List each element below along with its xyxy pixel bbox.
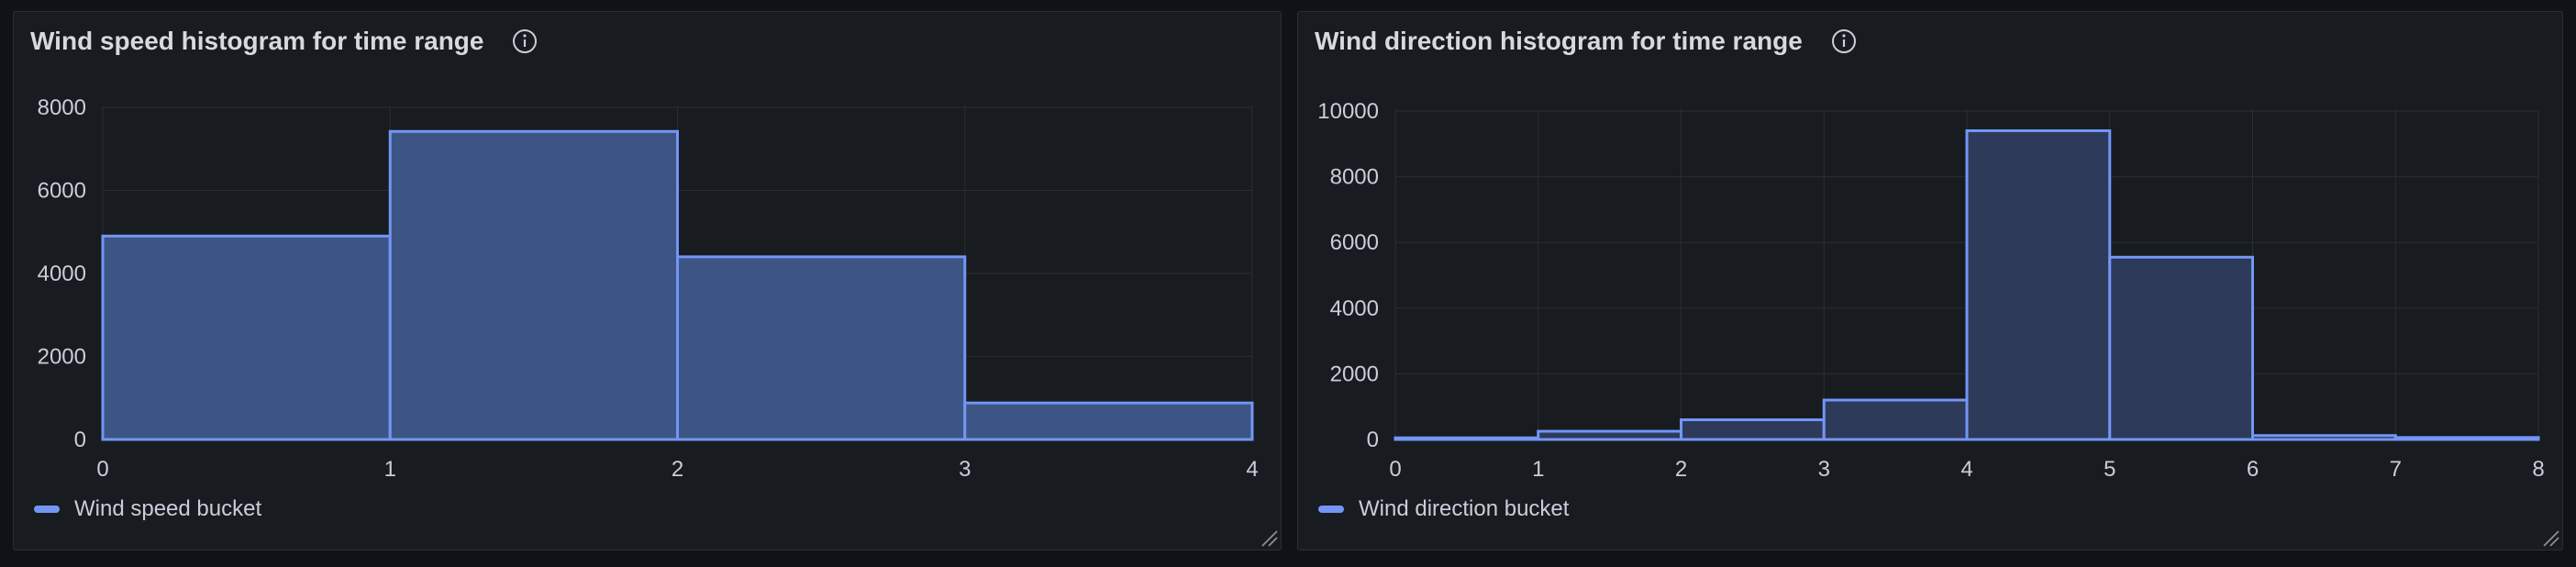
y-tick-label: 2000: [38, 345, 86, 370]
panel-title[interactable]: Wind speed histogram for time range: [30, 27, 484, 55]
panel-header: Wind speed histogram for time range: [30, 25, 539, 58]
x-tick-label: 3: [959, 457, 971, 482]
histogram-bar: [2393, 436, 2540, 441]
histogram-bars: [1393, 128, 2540, 441]
wind-speed-panel: Wind speed histogram for time range 0 200…: [13, 11, 1282, 550]
y-tick-label: 0: [1367, 428, 1379, 452]
histogram-bar: [388, 129, 679, 441]
wind-speed-histogram-chart[interactable]: 0 2000 4000 6000 8000 0 1 2 3 4: [14, 12, 1282, 551]
histogram-bar: [2108, 255, 2254, 441]
wind-direction-histogram-chart[interactable]: 0 2000 4000 6000 8000 10000 0 1 2 3 4 5 6 7 8: [1298, 12, 2564, 551]
panel-title[interactable]: Wind direction histogram for time range: [1315, 27, 1803, 55]
y-tick-label: 8000: [38, 95, 86, 120]
x-axis: 0 1 2 3 4 5 6 7 8: [1389, 457, 2544, 482]
resize-handle-icon[interactable]: [2540, 528, 2560, 548]
x-tick-label: 2: [1675, 457, 1687, 482]
histogram-bar: [1393, 436, 1540, 441]
y-axis: 0 2000 4000 6000 8000 10000: [1317, 99, 1379, 452]
x-tick-label: 7: [2390, 457, 2402, 482]
x-tick-label: 8: [2532, 457, 2544, 482]
y-tick-label: 6000: [38, 179, 86, 204]
panel-header: Wind direction histogram for time range: [1315, 25, 1858, 58]
x-tick-label: 1: [1532, 457, 1544, 482]
y-tick-label: 6000: [1330, 230, 1379, 255]
legend-label[interactable]: Wind direction bucket: [1359, 496, 1570, 521]
y-tick-label: 4000: [38, 261, 86, 286]
legend-label[interactable]: Wind speed bucket: [74, 496, 262, 521]
x-tick-label: 2: [672, 457, 683, 482]
histogram-bar: [963, 401, 1254, 441]
wind-direction-panel: Wind direction histogram for time range …: [1297, 11, 2563, 550]
legend-swatch: [34, 506, 60, 513]
x-axis: 0 1 2 3 4: [96, 457, 1258, 482]
resize-handle-icon[interactable]: [1259, 528, 1279, 548]
y-tick-label: 2000: [1330, 361, 1379, 386]
x-tick-label: 3: [1818, 457, 1830, 482]
x-tick-label: 6: [2247, 457, 2259, 482]
y-tick-label: 0: [74, 428, 86, 452]
histogram-bar: [1965, 128, 2112, 441]
x-tick-label: 4: [1246, 457, 1258, 482]
legend-swatch: [1318, 506, 1344, 513]
y-tick-label: 4000: [1330, 296, 1379, 321]
histogram-bar: [1680, 418, 1826, 441]
y-tick-label: 10000: [1317, 99, 1379, 124]
histogram-bar: [676, 255, 967, 441]
y-axis: 0 2000 4000 6000 8000: [38, 95, 86, 452]
histogram-bar: [1537, 429, 1682, 441]
x-tick-label: 0: [96, 457, 108, 482]
x-tick-label: 4: [1960, 457, 1972, 482]
info-circle-icon[interactable]: [511, 28, 539, 55]
histogram-bar: [101, 234, 392, 441]
chart-legend[interactable]: Wind direction bucket: [1318, 496, 1569, 522]
histogram-bar: [2251, 434, 2397, 441]
info-circle-icon[interactable]: [1830, 28, 1858, 55]
y-tick-label: 8000: [1330, 165, 1379, 190]
x-tick-label: 1: [384, 457, 396, 482]
histogram-bars: [101, 129, 1254, 441]
x-tick-label: 0: [1389, 457, 1401, 482]
chart-legend[interactable]: Wind speed bucket: [34, 496, 261, 522]
histogram-bar: [1822, 398, 1969, 441]
x-tick-label: 5: [2104, 457, 2115, 482]
